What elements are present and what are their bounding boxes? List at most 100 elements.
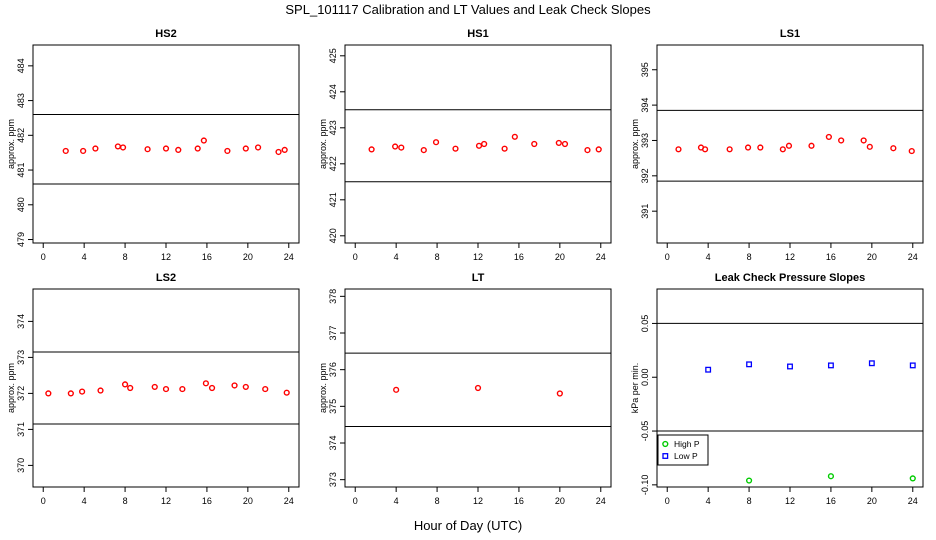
x-tick-label: 8 — [747, 252, 752, 262]
data-point — [909, 362, 916, 369]
x-axis-label: Hour of Day (UTC) — [413, 518, 523, 533]
x-tick-label: 12 — [473, 496, 483, 506]
data-point — [808, 142, 815, 149]
x-tick-label: 24 — [908, 496, 918, 506]
data-point — [561, 140, 569, 148]
x-tick-label: 4 — [394, 252, 399, 262]
y-tick-label: 422 — [328, 156, 338, 171]
y-tick-label: 420 — [328, 228, 338, 243]
data-point — [909, 475, 916, 482]
data-point — [827, 473, 835, 480]
data-point — [281, 146, 288, 154]
data-point — [511, 133, 518, 140]
data-point — [127, 384, 134, 392]
x-tick-label: 24 — [284, 496, 294, 506]
data-point — [254, 144, 262, 151]
x-tick-label: 4 — [82, 496, 87, 506]
data-point — [231, 382, 238, 389]
x-tick-label: 24 — [908, 252, 918, 262]
y-tick-label: 424 — [328, 84, 338, 99]
plot-frame — [32, 288, 300, 488]
data-point — [45, 390, 52, 397]
data-point — [80, 147, 87, 155]
y-tick-label: 423 — [328, 120, 338, 135]
data-point — [474, 384, 482, 392]
x-tick-label: 0 — [665, 496, 670, 506]
data-point — [194, 145, 201, 152]
data-point — [779, 146, 786, 153]
chart-panel-6: Leak Check Pressure Slopes 0 4 8 12 16 20 24 -0.… — [630, 272, 924, 506]
panel-title: LT — [472, 272, 485, 284]
data-point — [200, 137, 207, 144]
y-axis-label: approx. ppm — [6, 119, 16, 169]
data-point — [398, 144, 405, 151]
data-point — [501, 145, 508, 152]
data-point — [119, 144, 127, 151]
y-tick-label: 393 — [640, 133, 650, 148]
data-point — [787, 363, 793, 370]
x-tick-label: 4 — [706, 252, 711, 262]
x-tick-label: 12 — [785, 496, 795, 506]
legend-marker — [662, 440, 669, 448]
plot-frame — [344, 288, 612, 488]
data-point — [121, 381, 129, 388]
data-point — [481, 140, 488, 148]
x-tick-label: 16 — [826, 252, 836, 262]
data-point — [745, 477, 753, 484]
x-tick-label: 24 — [284, 252, 294, 262]
panel-title: LS2 — [156, 272, 176, 284]
data-point — [475, 142, 483, 149]
y-tick-label: 392 — [640, 168, 650, 183]
y-axis-label: approx. ppm — [6, 363, 16, 413]
x-tick-label: 8 — [435, 252, 440, 262]
y-tick-label: 0.05 — [640, 315, 650, 333]
data-point — [208, 384, 216, 392]
data-point — [726, 146, 733, 153]
y-tick-label: 425 — [328, 48, 338, 63]
x-tick-label: 16 — [514, 496, 524, 506]
data-point — [675, 146, 682, 153]
data-point — [860, 137, 867, 144]
data-point — [151, 383, 158, 391]
data-point — [908, 147, 915, 155]
data-point — [785, 142, 793, 149]
data-point — [452, 145, 459, 152]
data-point — [92, 145, 99, 152]
data-point — [701, 146, 709, 153]
x-tick-label: 20 — [867, 496, 877, 506]
data-point — [275, 148, 282, 156]
chart-panel-1: HS2 0 4 8 12 16 20 24 479 480 481 482 483 484 approx. … — [6, 28, 300, 262]
x-tick-label: 12 — [473, 252, 483, 262]
data-point — [757, 144, 764, 151]
x-tick-label: 16 — [202, 252, 212, 262]
y-tick-label: 483 — [16, 93, 26, 108]
x-tick-label: 12 — [161, 252, 171, 262]
x-tick-label: 4 — [82, 252, 87, 262]
data-point — [584, 147, 591, 154]
y-tick-label: 375 — [328, 399, 338, 414]
chart-panel-3: LS1 0 4 8 12 16 20 24 391 392 393 394 395 approx. ppm — [630, 28, 924, 262]
data-point — [393, 386, 400, 393]
figure-title: SPL_101117 Calibration and LT Values and… — [285, 2, 651, 17]
panel-title: Leak Check Pressure Slopes — [715, 272, 865, 284]
x-tick-label: 0 — [41, 496, 46, 506]
x-tick-label: 12 — [161, 496, 171, 506]
x-tick-label: 0 — [41, 252, 46, 262]
y-tick-label: -0.05 — [640, 421, 650, 442]
data-point — [432, 139, 440, 146]
x-tick-label: 8 — [123, 496, 128, 506]
data-point — [62, 147, 69, 155]
panel-title: HS2 — [155, 28, 176, 40]
data-point — [531, 140, 538, 148]
y-tick-label: 371 — [16, 422, 26, 437]
y-tick-label: 481 — [16, 163, 26, 178]
x-tick-label: 20 — [555, 252, 565, 262]
data-point — [202, 380, 210, 387]
data-point — [283, 389, 290, 396]
x-tick-label: 8 — [435, 496, 440, 506]
data-point — [595, 146, 602, 153]
y-tick-label: 374 — [328, 435, 338, 450]
data-point — [67, 390, 74, 397]
legend: High P Low P — [657, 434, 709, 466]
